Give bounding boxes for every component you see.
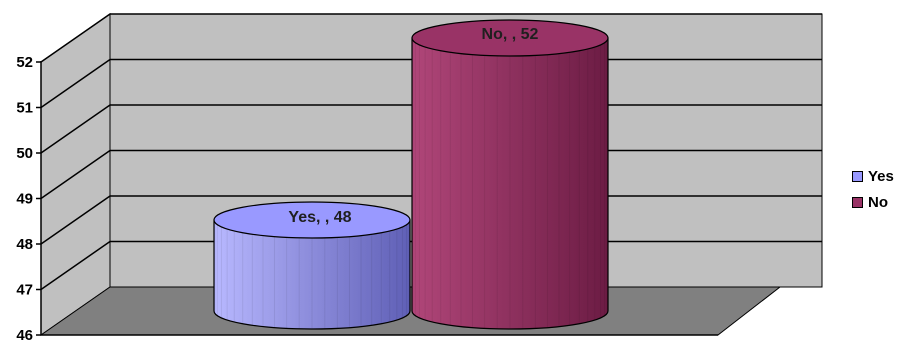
bars	[213, 19, 609, 330]
data-label-no: No, , 52	[482, 26, 539, 43]
legend-swatch-yes	[852, 171, 863, 182]
legend-label-yes: Yes	[868, 168, 894, 185]
y-tick-label: 48	[16, 236, 33, 253]
bar-top	[411, 19, 609, 57]
legend-label-no: No	[868, 194, 888, 211]
y-axis: 46 47 48 49 50 51 52	[16, 54, 718, 344]
legend: Yes No	[846, 156, 904, 222]
data-label-yes: Yes, , 48	[288, 209, 351, 226]
bar-top	[213, 201, 411, 239]
bar-yes	[213, 201, 411, 330]
gridline	[40, 13, 822, 63]
bar-body	[411, 37, 609, 330]
legend-item-no: No	[852, 194, 888, 211]
y-tick-label: 49	[16, 191, 33, 208]
y-tick-label: 51	[16, 100, 33, 117]
y-tick-label: 50	[16, 145, 33, 162]
legend-item-yes: Yes	[852, 168, 894, 185]
legend-swatch-no	[852, 197, 863, 208]
bar-body	[213, 219, 411, 330]
y-tick-label: 46	[16, 327, 33, 344]
data-labels: Yes, , 48 No, , 52	[288, 26, 538, 226]
y-tick-label: 52	[16, 54, 33, 71]
y-tick-label: 47	[16, 282, 33, 299]
bar-no	[411, 19, 609, 330]
